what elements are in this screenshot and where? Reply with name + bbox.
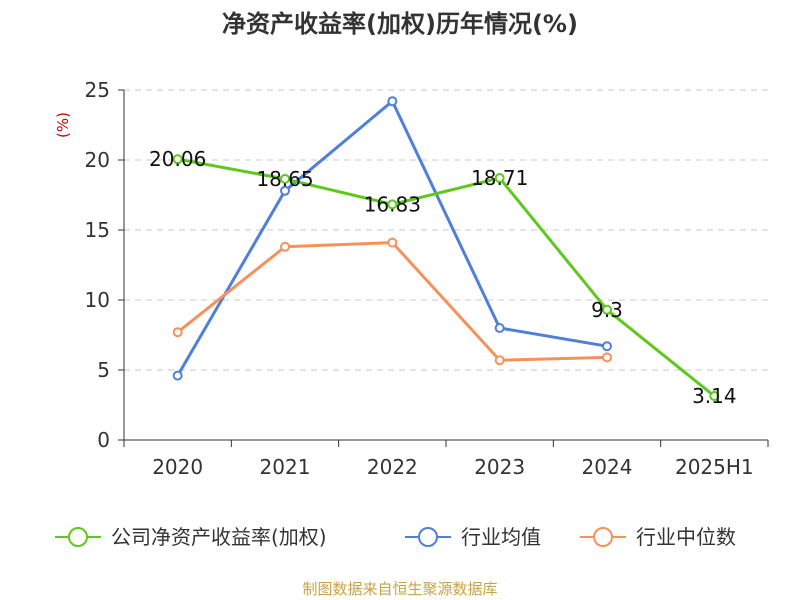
x-tick-label: 2025H1 xyxy=(675,455,754,479)
grid-lines xyxy=(124,89,768,371)
data-point xyxy=(387,199,398,210)
x-tick-label: 2024 xyxy=(582,455,633,479)
data-point xyxy=(602,341,612,352)
data-point xyxy=(494,173,505,184)
data-label: 3.14 xyxy=(692,384,737,408)
x-tick-label: 2020 xyxy=(152,455,203,479)
y-tick-label: 25 xyxy=(85,78,110,102)
data-label: 9.3 xyxy=(591,298,623,322)
data-point xyxy=(280,241,290,252)
data-label: 20.06 xyxy=(149,147,206,171)
data-point xyxy=(602,304,612,315)
data-point xyxy=(172,327,183,338)
data-point xyxy=(172,154,183,165)
data-point xyxy=(602,352,612,363)
axes: 0 5 10 15 20 25 2020 2021 2022 2023 2024 2025H1 xyxy=(85,78,769,479)
data-point xyxy=(172,370,183,381)
y-axis-unit: (%) xyxy=(54,112,72,138)
y-tick-label: 10 xyxy=(85,288,110,312)
data-point xyxy=(387,237,398,248)
data-label: 18.65 xyxy=(256,167,313,191)
x-tick-label: 2023 xyxy=(474,455,525,479)
y-tick-label: 5 xyxy=(97,358,110,382)
data-point xyxy=(280,185,290,196)
legend-label: 公司净资产收益率(加权) xyxy=(111,525,327,549)
chart-title: 净资产收益率(加权)历年情况(%) xyxy=(222,10,578,38)
data-point xyxy=(709,391,720,402)
source-note: 制图数据来自恒生聚源数据库 xyxy=(302,580,497,598)
series-group xyxy=(172,96,720,402)
data-point xyxy=(280,173,290,184)
legend: 公司净资产收益率(加权) 行业均值 行业中位数 xyxy=(55,525,736,549)
legend-marker xyxy=(418,527,438,547)
data-point xyxy=(494,323,505,333)
series-line xyxy=(176,241,608,362)
series-line xyxy=(177,157,716,398)
data-point xyxy=(494,355,505,366)
y-tick-label: 0 xyxy=(97,428,110,452)
data-labels: 20.06 18.65 16.83 18.71 9.3 3.14 xyxy=(149,147,737,408)
legend-label: 行业中位数 xyxy=(636,525,736,549)
data-label: 16.83 xyxy=(364,192,421,216)
data-label: 18.71 xyxy=(471,166,528,190)
legend-marker xyxy=(68,527,88,547)
data-point xyxy=(387,96,398,107)
legend-label: 行业均值 xyxy=(461,525,541,549)
legend-marker xyxy=(593,527,613,547)
x-tick-label: 2021 xyxy=(260,455,311,479)
y-tick-label: 20 xyxy=(85,148,110,172)
y-tick-label: 15 xyxy=(85,218,110,242)
x-tick-label: 2022 xyxy=(367,455,418,479)
